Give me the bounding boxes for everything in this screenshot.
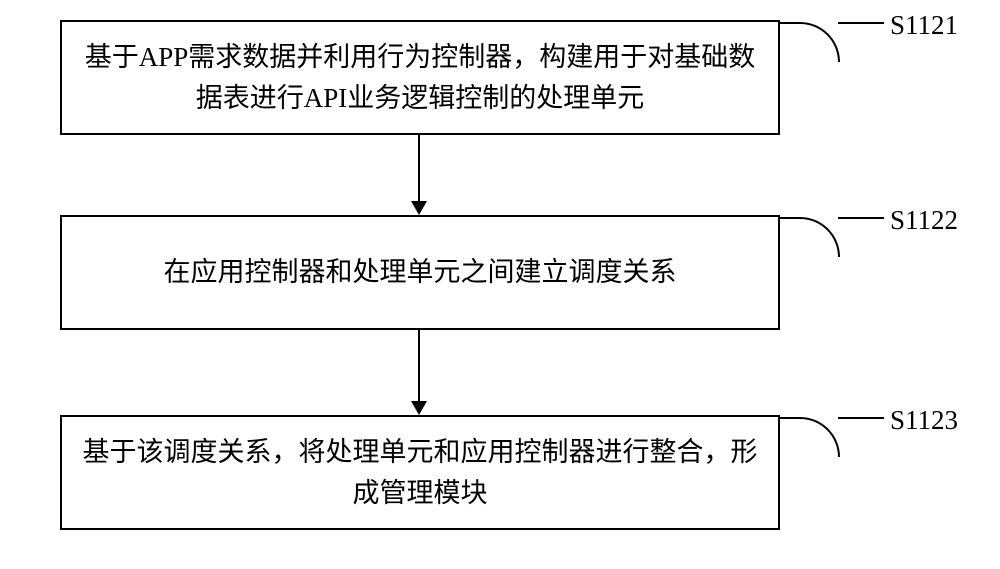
label-connector-s1121 xyxy=(780,22,840,62)
step-box-s1123: 基于该调度关系，将处理单元和应用控制器进行整合，形成管理模块 xyxy=(60,415,780,530)
flowchart-canvas: 基于APP需求数据并利用行为控制器，构建用于对基础数据表进行API业务逻辑控制的… xyxy=(0,0,1000,569)
label-dash-s1121 xyxy=(838,22,884,24)
step-box-s1121: 基于APP需求数据并利用行为控制器，构建用于对基础数据表进行API业务逻辑控制的… xyxy=(60,20,780,135)
label-connector-s1123 xyxy=(780,417,840,457)
step-text-s1121: 基于APP需求数据并利用行为控制器，构建用于对基础数据表进行API业务逻辑控制的… xyxy=(82,37,758,118)
step-label-s1122: S1122 xyxy=(890,205,958,236)
step-text-s1122: 在应用控制器和处理单元之间建立调度关系 xyxy=(164,252,677,293)
label-dash-s1123 xyxy=(838,417,884,419)
label-dash-s1122 xyxy=(838,217,884,219)
step-text-s1123: 基于该调度关系，将处理单元和应用控制器进行整合，形成管理模块 xyxy=(82,432,758,513)
step-label-s1123: S1123 xyxy=(890,405,958,436)
arrow-s1121-s1122 xyxy=(418,135,420,201)
arrow-head-s1122-s1123 xyxy=(411,401,427,415)
arrow-s1122-s1123 xyxy=(418,330,420,401)
arrow-head-s1121-s1122 xyxy=(411,201,427,215)
step-box-s1122: 在应用控制器和处理单元之间建立调度关系 xyxy=(60,215,780,330)
label-connector-s1122 xyxy=(780,217,840,257)
step-label-s1121: S1121 xyxy=(890,10,958,41)
